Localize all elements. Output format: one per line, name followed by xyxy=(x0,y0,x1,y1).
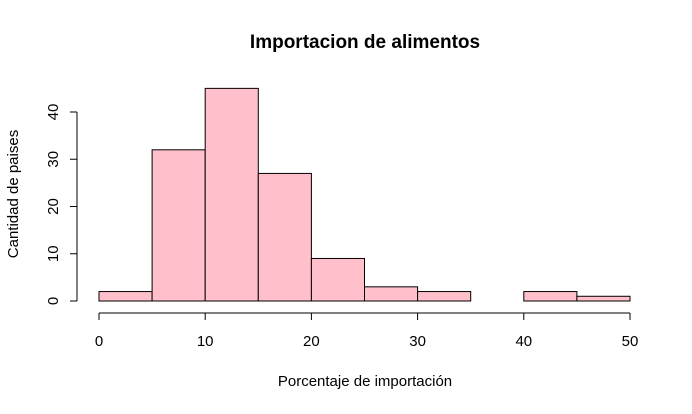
x-axis-label: Porcentaje de importación xyxy=(278,373,452,390)
histogram-bar xyxy=(257,172,312,302)
y-tick-label: 10 xyxy=(45,245,62,262)
x-axis: 0 10 20 30 40 50 xyxy=(95,312,639,350)
x-tick-label: 50 xyxy=(622,333,639,350)
histogram-bar xyxy=(576,295,631,302)
histogram-bar xyxy=(523,291,578,302)
y-axis-label: Cantidad de paises xyxy=(5,130,22,258)
y-tick-label: 30 xyxy=(45,151,62,168)
y-axis: 0 10 20 30 40 xyxy=(45,104,78,305)
histogram-bar xyxy=(151,149,206,302)
histogram-bar xyxy=(98,291,153,302)
y-tick-label: 0 xyxy=(45,297,62,305)
histogram-bar xyxy=(310,257,365,302)
x-tick-label: 10 xyxy=(197,333,214,350)
histogram-bar xyxy=(364,286,419,302)
chart-title: Importacion de alimentos xyxy=(250,32,480,53)
histogram-bar xyxy=(204,87,259,302)
x-tick-label: 0 xyxy=(95,333,103,350)
x-tick-label: 30 xyxy=(409,333,426,350)
y-tick-label: 20 xyxy=(45,198,62,215)
histogram-bar xyxy=(417,291,472,302)
y-tick-label: 40 xyxy=(45,104,62,121)
x-tick-label: 40 xyxy=(515,333,532,350)
x-tick-label: 20 xyxy=(303,333,320,350)
bars-layer xyxy=(98,87,631,302)
